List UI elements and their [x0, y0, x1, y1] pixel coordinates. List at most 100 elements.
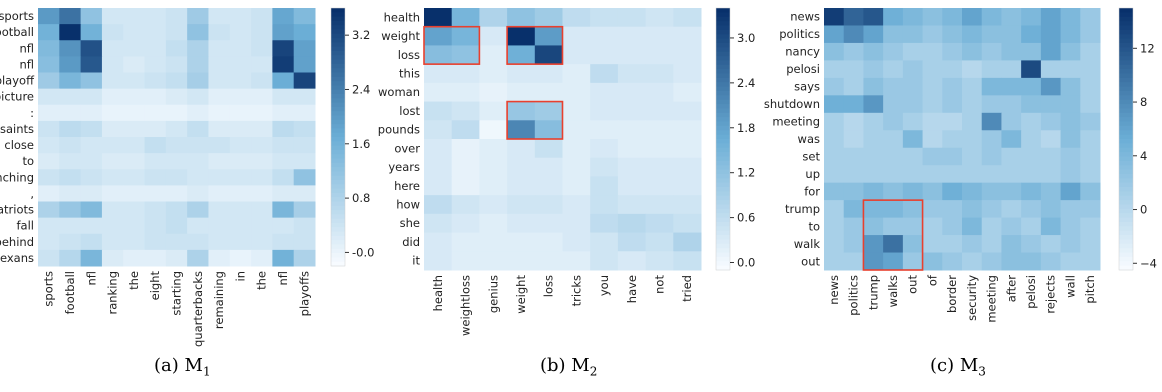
heatmap-cell: [1040, 235, 1062, 254]
heatmap-cell: [144, 24, 167, 41]
heatmap-cell: [843, 235, 864, 254]
colorbar-strip: [716, 226, 730, 232]
heatmap-cell: [617, 26, 647, 46]
heatmap-cell: [863, 252, 884, 271]
colorbar-strip: [716, 147, 730, 153]
heatmap-panel-1: sports football nfl nfl playoff picture: saint…: [0, 7, 374, 347]
heatmap-cell: [843, 25, 864, 44]
heatmap-cell: [424, 45, 453, 65]
heatmap-cell: [843, 182, 864, 201]
heatmap-cell: [922, 147, 943, 166]
colorbar-strip: [331, 63, 345, 69]
highlight-box: [506, 25, 564, 65]
column-label: quarterbacks: [191, 271, 205, 347]
heatmap-cell: [1001, 60, 1022, 79]
column-label: meeting: [985, 275, 999, 323]
heatmap-cell: [208, 169, 231, 186]
heatmap-cell: [962, 235, 983, 254]
heatmap-cell: [562, 101, 591, 121]
row-label: lost: [399, 104, 420, 118]
colorbar-strip: [331, 76, 345, 82]
heatmap-cell: [38, 40, 60, 57]
heatmap-cell: [272, 24, 295, 41]
heatmap-cell: [293, 8, 316, 25]
row-label: clinching: [0, 170, 34, 184]
heatmap-cell: [59, 56, 82, 74]
heatmap-cell: [1040, 8, 1062, 26]
heatmap-cell: [80, 201, 103, 219]
colorbar-strip: [716, 95, 730, 101]
heatmap-cell: [902, 252, 924, 271]
colorbar-strip: [1119, 248, 1133, 254]
heatmap-cell: [922, 200, 943, 219]
row-label: fall: [17, 219, 35, 233]
heatmap-cell: [962, 25, 983, 44]
heatmap-cell: [534, 232, 563, 252]
heatmap-cell: [251, 8, 273, 25]
heatmap-cell: [883, 25, 904, 44]
heatmap-cell: [673, 101, 702, 121]
heatmap-cell: [144, 185, 167, 203]
heatmap-cell: [507, 26, 536, 46]
heatmap-cell: [824, 217, 845, 236]
heatmap-cell: [534, 195, 563, 215]
heatmap-cell: [942, 200, 963, 219]
colorbar-strip: [331, 154, 345, 160]
row-label: how: [396, 198, 420, 212]
heatmap-cell: [165, 104, 188, 122]
heatmap-cell: [617, 251, 647, 271]
heatmap-cell: [673, 195, 702, 215]
heatmap-cell: [1040, 112, 1062, 131]
heatmap-cell: [80, 56, 103, 74]
heatmap-cell: [38, 8, 60, 25]
colorbar-strip: [331, 12, 345, 18]
heatmap-cell: [229, 137, 252, 154]
heatmap-cell: [645, 195, 674, 215]
heatmap-cell: [80, 8, 103, 25]
heatmap-cell: [883, 235, 904, 254]
heatmap-cell: [1021, 25, 1042, 44]
colorbar-strip: [716, 130, 730, 136]
colorbar-strip: [1119, 69, 1133, 75]
heatmap-cell: [479, 82, 508, 103]
row-label: to: [808, 219, 820, 233]
colorbar-strip: [716, 42, 730, 48]
colorbar-strip: [716, 69, 730, 75]
column-label: nfl: [276, 271, 290, 286]
column-label: ranking: [106, 271, 120, 315]
heatmap-cell: [883, 182, 904, 201]
heatmap-panel-3: news politics nancy pelosi says shutdown meeti…: [764, 7, 1157, 323]
colorbar-strip: [1119, 121, 1133, 127]
heatmap-cell: [673, 232, 702, 252]
heatmap-cell: [902, 8, 924, 26]
heatmap-cell: [942, 95, 963, 114]
heatmap-cell: [981, 147, 1002, 166]
heatmap-cell: [1021, 182, 1042, 201]
colorbar-strip: [716, 134, 730, 140]
colorbar-strip: [716, 125, 730, 131]
colorbar-strip: [1119, 56, 1133, 61]
colorbar-strip: [331, 94, 345, 99]
heatmap-cell: [451, 101, 480, 121]
heatmap-cell: [293, 249, 316, 267]
column-label: border: [945, 275, 959, 313]
colorbar-strip: [331, 20, 345, 26]
heatmap-cell: [80, 104, 103, 122]
column-label: playoffs: [297, 271, 311, 316]
colorbar-strip: [1119, 204, 1133, 210]
heatmap-cell: [187, 40, 209, 57]
caption-c: (c) M3: [930, 355, 986, 379]
heatmap-cell: [863, 112, 884, 131]
heatmap-cell: [59, 104, 82, 122]
heatmap-cell: [1021, 8, 1042, 26]
colorbar-strip: [1119, 208, 1133, 214]
heatmap-cell: [293, 24, 316, 41]
heatmap-cell: [123, 201, 146, 219]
heatmap-cell: [208, 120, 231, 138]
heatmap-cell: [617, 176, 647, 196]
heatmap-cell: [534, 8, 563, 28]
colorbar-tick-label: 0: [1140, 203, 1147, 217]
heatmap-cell: [208, 40, 231, 57]
row-label: politics: [779, 27, 820, 41]
colorbar-strip: [331, 81, 345, 86]
